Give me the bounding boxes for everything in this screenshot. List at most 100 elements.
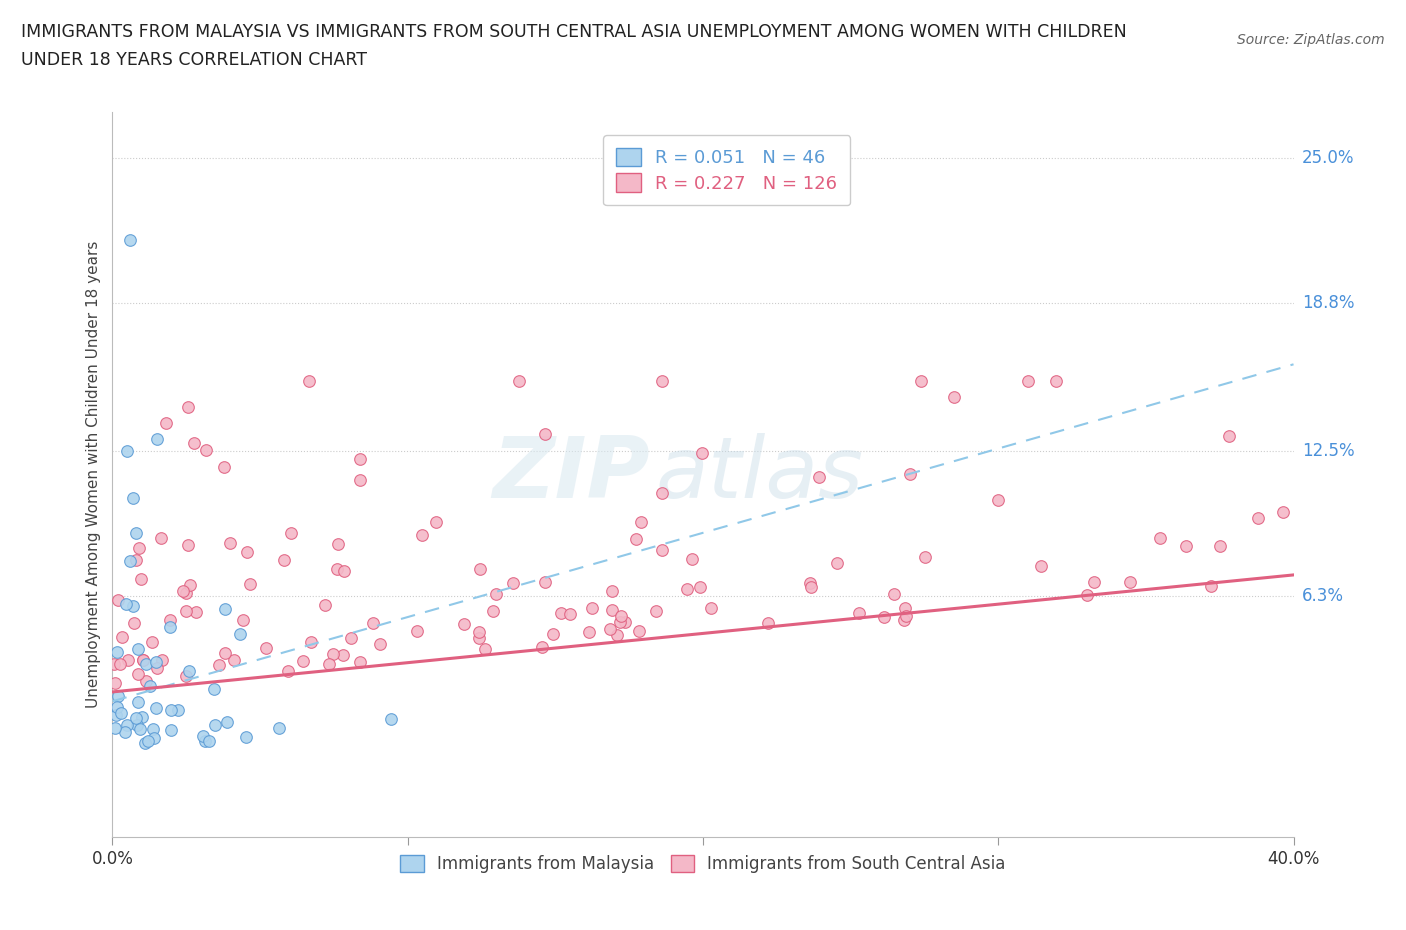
Point — [1017, 373, 1039, 388]
Point — [326, 562, 349, 577]
Point — [468, 631, 491, 645]
Point — [645, 604, 668, 618]
Point — [143, 730, 166, 745]
Point — [105, 699, 128, 714]
Point — [105, 644, 128, 659]
Point — [125, 717, 148, 732]
Point — [326, 536, 349, 551]
Point — [128, 540, 150, 555]
Point — [827, 555, 849, 570]
Point — [299, 634, 322, 649]
Point — [600, 584, 623, 599]
Point — [239, 577, 262, 591]
Point — [609, 615, 631, 630]
Point — [349, 655, 371, 670]
Point — [127, 695, 149, 710]
Point — [132, 653, 155, 668]
Point — [236, 544, 259, 559]
Point — [215, 714, 238, 729]
Point — [232, 613, 254, 628]
Point — [630, 514, 652, 529]
Point — [194, 443, 217, 458]
Text: IMMIGRANTS FROM MALAYSIA VS IMMIGRANTS FROM SOUTH CENTRAL ASIA UNEMPLOYMENT AMON: IMMIGRANTS FROM MALAYSIA VS IMMIGRANTS F… — [21, 23, 1126, 41]
Point — [117, 444, 138, 458]
Point — [127, 667, 149, 682]
Point — [107, 592, 129, 607]
Point — [280, 526, 302, 541]
Point — [108, 656, 131, 671]
Point — [800, 579, 823, 594]
Text: atlas: atlas — [655, 432, 863, 516]
Point — [1247, 511, 1270, 525]
Point — [799, 576, 821, 591]
Point — [1083, 575, 1105, 590]
Point — [467, 625, 489, 640]
Point — [139, 678, 162, 693]
Point — [914, 550, 936, 565]
Point — [485, 587, 508, 602]
Point — [361, 616, 384, 631]
Point — [150, 652, 173, 667]
Point — [235, 729, 257, 744]
Point — [135, 657, 157, 671]
Point — [160, 702, 183, 717]
Point — [125, 711, 148, 725]
Point — [349, 472, 371, 487]
Point — [1209, 538, 1232, 553]
Point — [1119, 575, 1142, 590]
Point — [145, 701, 167, 716]
Point — [125, 552, 148, 567]
Point — [177, 538, 200, 552]
Point — [910, 373, 932, 388]
Point — [183, 436, 205, 451]
Point — [942, 390, 965, 405]
Point — [191, 728, 214, 743]
Point — [111, 630, 134, 644]
Point — [174, 604, 197, 618]
Point — [142, 722, 165, 737]
Text: ZIP: ZIP — [492, 432, 650, 516]
Point — [115, 597, 138, 612]
Point — [127, 642, 149, 657]
Point — [894, 601, 917, 616]
Point — [1029, 559, 1052, 574]
Point — [508, 373, 530, 388]
Point — [333, 564, 356, 578]
Point — [122, 490, 145, 505]
Point — [219, 535, 242, 550]
Point — [1218, 429, 1240, 444]
Point — [104, 721, 127, 736]
Point — [174, 586, 197, 601]
Point — [578, 625, 600, 640]
Point — [533, 427, 555, 442]
Point — [120, 232, 142, 247]
Point — [614, 615, 637, 630]
Point — [689, 580, 711, 595]
Point — [198, 734, 221, 749]
Point — [298, 373, 321, 388]
Point — [676, 581, 699, 596]
Point — [602, 603, 624, 618]
Point — [131, 710, 153, 724]
Point — [208, 658, 231, 672]
Point — [214, 459, 236, 474]
Point — [273, 552, 295, 567]
Point — [267, 721, 290, 736]
Point — [332, 648, 354, 663]
Point — [848, 605, 870, 620]
Text: 18.8%: 18.8% — [1302, 295, 1354, 312]
Point — [474, 641, 496, 656]
Point — [1045, 373, 1067, 388]
Point — [291, 653, 314, 668]
Point — [502, 575, 524, 590]
Point — [202, 682, 225, 697]
Point — [894, 609, 917, 624]
Point — [159, 619, 181, 634]
Point — [610, 608, 633, 623]
Point — [550, 605, 572, 620]
Point — [131, 653, 153, 668]
Point — [651, 543, 673, 558]
Point — [690, 445, 713, 460]
Point — [204, 717, 226, 732]
Point — [254, 641, 277, 656]
